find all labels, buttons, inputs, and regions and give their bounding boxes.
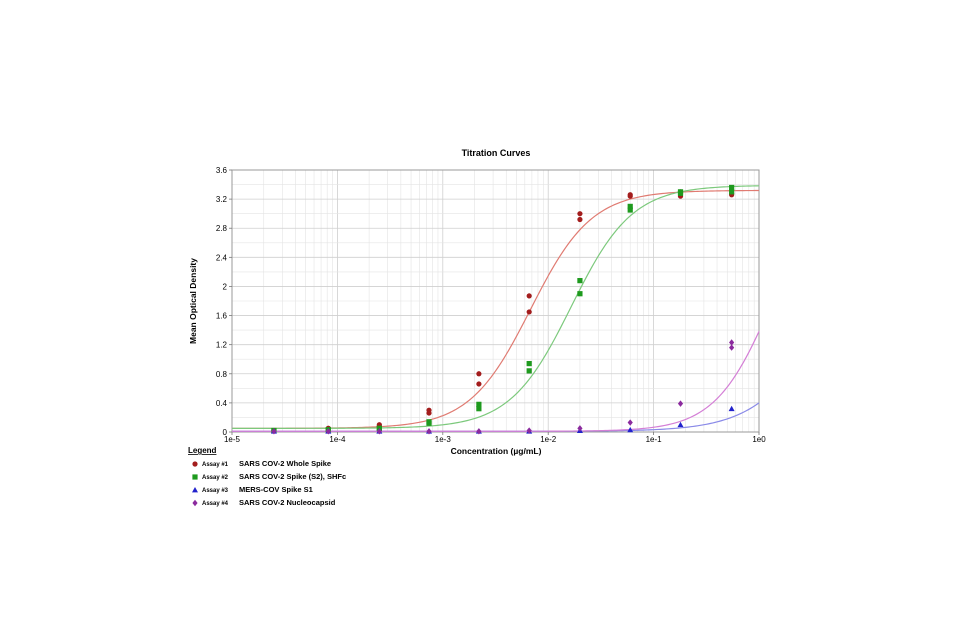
data-point-assay-4 <box>677 400 684 407</box>
data-point-assay-4 <box>577 425 583 432</box>
y-tick-label: 2.4 <box>216 253 228 262</box>
x-tick-label: 1e-3 <box>435 435 452 444</box>
data-point-assay-4 <box>271 428 277 435</box>
plot-frame <box>231 169 760 433</box>
legend-assay-3: Assay #3 <box>202 488 229 494</box>
y-tick-label: 0.8 <box>216 370 228 379</box>
data-point-assay-4 <box>729 344 735 351</box>
legend-marker-3 <box>192 487 198 493</box>
data-point-assay-1 <box>426 410 432 416</box>
data-point-assay-1 <box>627 193 633 199</box>
data-point-assay-2 <box>526 368 532 374</box>
legend-marker-2 <box>192 474 198 480</box>
data-point-assay-1 <box>526 293 532 299</box>
data-point-assay-3 <box>677 421 684 428</box>
grid <box>231 169 759 433</box>
x-tick-label: 1e-1 <box>646 435 663 444</box>
data-point-assay-2 <box>729 189 735 195</box>
fit-curve-4 <box>232 331 760 432</box>
legend-assay-1: Assay #1 <box>202 462 229 468</box>
data-point-assay-2 <box>627 203 633 209</box>
y-tick-label: 0.4 <box>216 399 228 408</box>
data-points <box>270 184 735 435</box>
data-point-assay-1 <box>577 211 583 217</box>
data-point-assay-2 <box>526 360 532 367</box>
legend-title: Legend <box>188 446 217 455</box>
data-point-assay-4 <box>426 428 432 435</box>
fit-curves <box>232 185 760 432</box>
data-point-assay-1 <box>526 309 532 315</box>
y-tick-label: 1.2 <box>216 341 228 350</box>
legend-name-3: MERS-COV Spike S1 <box>239 485 313 494</box>
data-point-assay-4 <box>729 339 735 346</box>
data-point-assay-1 <box>577 216 583 223</box>
data-point-assay-3 <box>728 405 735 412</box>
chart-title: Titration Curves <box>462 148 531 158</box>
legend-assay-4: Assay #4 <box>202 501 229 507</box>
data-point-assay-4 <box>627 419 633 426</box>
legend-marker-1 <box>192 461 198 467</box>
data-point-assay-2 <box>577 278 583 284</box>
fit-curve-2 <box>232 185 760 429</box>
data-point-assay-1 <box>476 381 482 387</box>
y-tick-label: 2 <box>223 282 228 291</box>
x-tick-label: 1e-2 <box>540 435 557 444</box>
legend-name-1: SARS COV-2 Whole Spike <box>239 459 331 468</box>
data-point-assay-2 <box>476 406 482 412</box>
x-tick-label: 1e-5 <box>224 435 241 444</box>
data-point-assay-1 <box>476 371 482 377</box>
data-point-assay-4 <box>476 428 482 435</box>
y-tick-label: 3.2 <box>216 195 228 204</box>
axis-ticks: 1e-5 1e-4 1e-3 1e-2 1e-1 1e0 0 0.4 0.8 1.2 1.6 2 2.4… <box>216 166 766 444</box>
data-point-assay-4 <box>376 428 382 435</box>
x-tick-label: 1e0 <box>752 435 766 444</box>
data-point-assay-4 <box>325 428 331 435</box>
data-point-assay-2 <box>476 401 482 407</box>
legend-assay-2: Assay #2 <box>202 475 229 481</box>
data-point-assay-4 <box>526 427 532 434</box>
y-tick-label: 3.6 <box>216 166 228 175</box>
data-point-assay-2 <box>577 291 583 297</box>
legend: Assay #1 SARS COV-2 Whole Spike Assay #2 SA… <box>192 459 346 507</box>
y-tick-label: 1.6 <box>216 312 228 321</box>
y-tick-label: 2.8 <box>216 224 228 233</box>
x-tick-label: 1e-4 <box>329 435 346 444</box>
data-point-assay-2 <box>426 420 432 426</box>
fit-curve-1 <box>232 189 760 429</box>
data-point-assay-2 <box>677 190 684 196</box>
data-point-assay-2 <box>627 207 633 213</box>
y-tick-label: 0 <box>223 428 228 437</box>
legend-name-2: SARS COV-2 Spike (S2), SHFc <box>239 472 346 481</box>
legend-marker-4 <box>192 499 198 507</box>
x-axis-label: Concentration (µg/mL) <box>451 446 542 456</box>
data-point-assay-2 <box>729 184 735 191</box>
legend-name-4: SARS COV-2 Nucleocapsid <box>239 498 336 507</box>
data-point-assay-3 <box>627 426 634 433</box>
y-axis-label: Mean Optical Density <box>188 258 198 344</box>
